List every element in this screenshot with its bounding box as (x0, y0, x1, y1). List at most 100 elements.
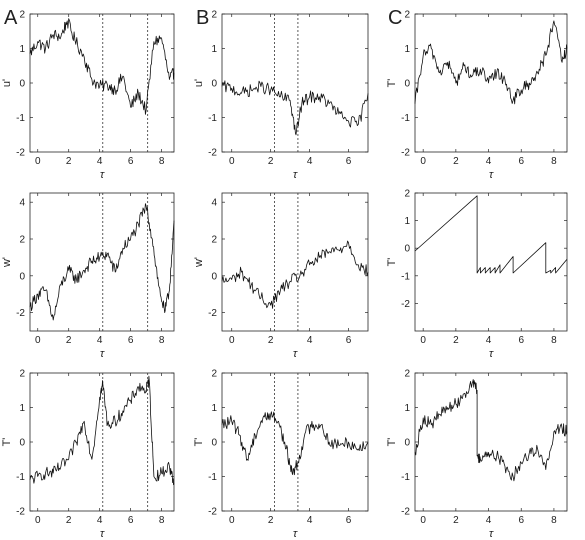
y-tick-label: 2 (19, 10, 25, 21)
x-axis-label: τ (100, 169, 105, 181)
series-line-b1 (221, 80, 369, 136)
panel-c2: 0 2 4 6 8 -2 -1 0 1 2 τ T' (386, 189, 568, 360)
x-axis-label: τ (293, 169, 298, 181)
x-tick-label: 6 (128, 335, 134, 346)
x-tick-label: 2 (66, 156, 72, 167)
y-tick-label: -2 (401, 299, 410, 310)
y-tick-label: -2 (401, 148, 410, 159)
y-tick-label: -1 (208, 472, 217, 483)
x-tick-label: 2 (66, 335, 72, 346)
x-axis-label: τ (293, 528, 298, 540)
y-axis-label: u' (1, 79, 13, 87)
y-tick-label: -1 (16, 472, 25, 483)
y-axis-label: T' (386, 79, 398, 88)
panel-label-c: C (388, 7, 402, 29)
panel-label-b: B (196, 7, 209, 29)
y-axis-label: T' (386, 438, 398, 447)
y-tick-label: 1 (211, 403, 217, 414)
y-tick-label: -1 (401, 472, 410, 483)
y-tick-label: 1 (404, 216, 410, 227)
series-line-c3 (414, 379, 568, 482)
y-tick-label: 0 (404, 79, 410, 90)
series-line-a3 (29, 375, 175, 486)
panel-a3: 0 2 4 6 8 -2 -1 0 1 2 τ T' (1, 369, 175, 540)
y-tick-label: 1 (19, 403, 25, 414)
y-axis-label: w' (1, 257, 13, 268)
x-tick-label: 8 (159, 156, 165, 167)
x-tick-label: 6 (518, 515, 524, 526)
y-tick-label: -1 (401, 271, 410, 282)
x-tick-label: 4 (486, 156, 492, 167)
x-tick-label: 6 (518, 335, 524, 346)
y-tick-label: 0 (19, 271, 25, 282)
y-tick-label: 0 (211, 79, 217, 90)
x-tick-label: 4 (486, 335, 492, 346)
x-tick-label: 2 (268, 515, 274, 526)
y-tick-label: -1 (401, 113, 410, 124)
x-axis-label: τ (100, 528, 105, 540)
x-tick-label: 6 (346, 156, 352, 167)
x-tick-label: 4 (97, 156, 103, 167)
panel-c3: 0 2 4 6 8 -2 -1 0 1 2 τ T' (386, 369, 568, 540)
x-axis-label: τ (489, 348, 494, 360)
axes-frame-c3 (414, 372, 568, 512)
y-tick-label: 1 (211, 44, 217, 55)
x-tick-label: 4 (307, 156, 313, 167)
x-tick-label: 2 (268, 335, 274, 346)
y-tick-label: 1 (19, 44, 25, 55)
x-tick-label: 4 (486, 515, 492, 526)
y-tick-label: -2 (16, 507, 25, 518)
y-axis-label: w' (193, 257, 205, 268)
y-axis-label: u' (193, 79, 205, 87)
x-tick-label: 0 (229, 156, 235, 167)
series-line-a2 (29, 203, 175, 321)
x-tick-label: 4 (307, 335, 313, 346)
panel-a2: 0 2 4 6 8 -2 0 2 4 τ w' (1, 192, 175, 360)
x-axis-label: τ (489, 169, 494, 181)
axes-frame-b3 (221, 372, 369, 512)
y-tick-label: -2 (208, 507, 217, 518)
x-tick-label: 2 (453, 156, 459, 167)
x-tick-label: 8 (551, 515, 557, 526)
y-tick-label: 1 (404, 403, 410, 414)
x-tick-label: 2 (268, 156, 274, 167)
x-tick-label: 0 (229, 515, 235, 526)
x-tick-label: 0 (35, 515, 41, 526)
y-tick-label: 2 (19, 369, 25, 380)
y-tick-label: 0 (404, 244, 410, 255)
y-tick-label: 2 (211, 369, 217, 380)
x-axis-label: τ (100, 348, 105, 360)
axes-frame-b2 (221, 192, 369, 332)
series-line-b2 (221, 240, 369, 309)
y-tick-label: -1 (16, 113, 25, 124)
x-tick-label: 6 (346, 335, 352, 346)
y-tick-label: 2 (211, 235, 217, 246)
x-tick-label: 6 (518, 156, 524, 167)
y-tick-label: -2 (401, 507, 410, 518)
y-tick-label: -2 (16, 308, 25, 319)
x-tick-label: 4 (97, 335, 103, 346)
panel-label-a: A (4, 7, 18, 29)
x-tick-label: 0 (420, 335, 426, 346)
y-tick-label: 2 (19, 235, 25, 246)
series-line-c2 (414, 195, 568, 274)
y-tick-label: 2 (404, 369, 410, 380)
panel-a1: 0 2 4 6 8 -2 -1 0 1 2 τ u' (1, 10, 175, 181)
x-tick-label: 2 (453, 515, 459, 526)
y-tick-label: 2 (404, 10, 410, 21)
x-tick-label: 6 (128, 156, 134, 167)
y-tick-label: 0 (211, 271, 217, 282)
y-tick-label: 0 (211, 438, 217, 449)
series-line-b3 (221, 411, 369, 476)
x-tick-label: 8 (159, 335, 165, 346)
series-line-c1 (414, 20, 568, 105)
y-tick-label: -2 (16, 148, 25, 159)
x-tick-label: 8 (551, 335, 557, 346)
axes-frame-c2 (414, 192, 568, 332)
panel-b3: 0 2 4 6 -2 -1 0 1 2 τ T' (193, 369, 369, 540)
y-tick-label: 2 (404, 189, 410, 200)
panel-c1: 0 2 4 6 8 -2 -1 0 1 2 τ T' (386, 10, 568, 181)
axes-frame-c1 (414, 13, 568, 153)
